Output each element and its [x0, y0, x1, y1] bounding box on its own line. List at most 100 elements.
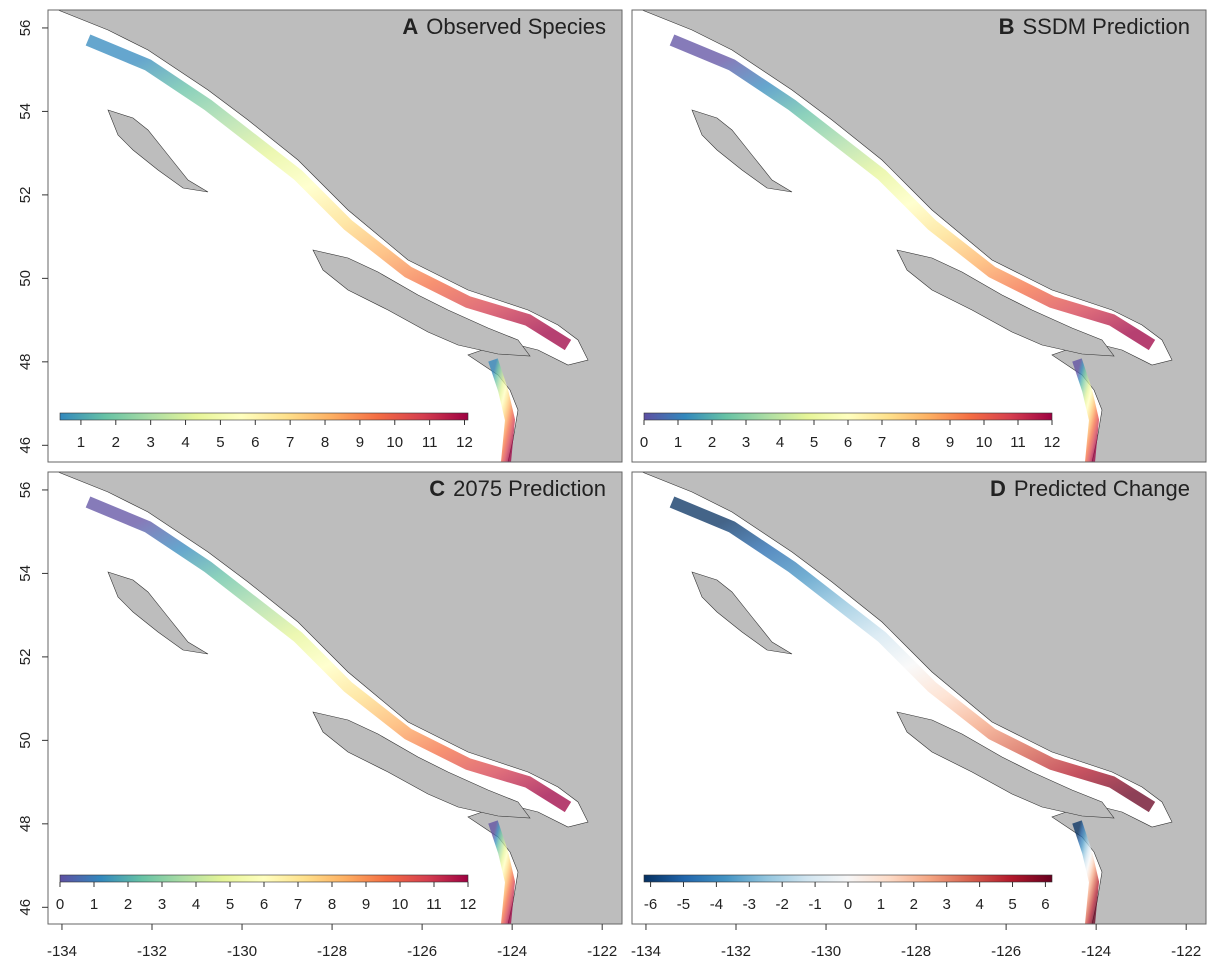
- colorbar-tick-label: 4: [181, 434, 189, 451]
- colorbar-tick-label: 6: [844, 434, 852, 451]
- colorbar-tick-label: 12: [460, 896, 477, 913]
- lon-tick-label: -124: [497, 943, 527, 960]
- lon-tick-label: -126: [407, 943, 437, 960]
- coastal-shading: [85, 34, 572, 351]
- coastal-shading: [669, 34, 1156, 351]
- panel-title: A Observed Species: [402, 14, 606, 39]
- panel-letter: C: [429, 476, 445, 501]
- map-panel: D Predicted Change -6 -5 -4 -3 -2 -1 0 1 2 3 4 5 6 -134…: [631, 471, 1207, 960]
- colorbar-tick-label: 3: [943, 896, 951, 913]
- coastal-shading: [85, 496, 572, 813]
- lon-tick-label: -132: [721, 943, 751, 960]
- lon-tick-label: -128: [317, 943, 347, 960]
- colorbar-tick-label: 9: [362, 896, 370, 913]
- lat-tick-label: 48: [17, 353, 34, 370]
- colorbar-tick-label: 11: [1010, 434, 1026, 451]
- panel-title-text: 2075 Prediction: [453, 476, 606, 501]
- lat-tick-label: 46: [17, 437, 34, 454]
- colorbar-tick-label: 9: [356, 434, 364, 451]
- colorbar-tick-label: 9: [946, 434, 954, 451]
- colorbar-tick-label: -3: [743, 896, 756, 913]
- lat-tick-label: 54: [17, 103, 34, 120]
- colorbar-tick-label: 7: [294, 896, 302, 913]
- panel-frame: [47, 9, 623, 463]
- colorbar: [59, 412, 469, 421]
- lon-tick-label: -134: [47, 943, 77, 960]
- lon-tick-label: -126: [991, 943, 1021, 960]
- colorbar-tick-label: 2: [910, 896, 918, 913]
- lon-tick-label: -130: [227, 943, 257, 960]
- colorbar: [643, 412, 1053, 421]
- colorbar-tick-label: 3: [158, 896, 166, 913]
- panel-title: C 2075 Prediction: [429, 476, 606, 501]
- coastline-map: [48, 10, 622, 462]
- panel-title-text: Predicted Change: [1014, 476, 1190, 501]
- lon-tick-label: -122: [1171, 943, 1201, 960]
- colorbar-tick-label: 1: [77, 434, 85, 451]
- coastal-shading: [488, 820, 516, 925]
- colorbar: [643, 874, 1053, 883]
- panel-frame: [631, 9, 1207, 463]
- lat-tick-label: 54: [17, 565, 34, 582]
- colorbar-tick-label: 2: [708, 434, 716, 451]
- colorbar-tick-label: 2: [124, 896, 132, 913]
- lat-tick-label: 50: [17, 270, 34, 287]
- colorbar-tick-label: 8: [321, 434, 329, 451]
- colorbar-tick-label: 1: [877, 896, 885, 913]
- colorbar-tick-label: 8: [328, 896, 336, 913]
- colorbar-tick-label: 0: [844, 896, 852, 913]
- panel-letter: D: [990, 476, 1006, 501]
- colorbar: [59, 874, 469, 883]
- panel-letter: A: [402, 14, 418, 39]
- colorbar-tick-label: 0: [56, 896, 64, 913]
- colorbar-tick-label: -4: [710, 896, 723, 913]
- colorbar-tick-label: 3: [146, 434, 154, 451]
- coastline-map: [632, 472, 1206, 924]
- colorbar-tick-label: 4: [975, 896, 983, 913]
- lat-tick-label: 56: [17, 482, 34, 499]
- colorbar-tick-label: 11: [426, 896, 442, 913]
- coastline-map: [632, 10, 1206, 462]
- panel-frame: [631, 471, 1207, 925]
- colorbar-tick-label: -5: [677, 896, 690, 913]
- colorbar-tick-label: 5: [226, 896, 234, 913]
- lon-tick-label: -124: [1081, 943, 1111, 960]
- colorbar-tick-label: 4: [776, 434, 784, 451]
- panel-letter: B: [999, 14, 1015, 39]
- lat-tick-label: 56: [17, 20, 34, 37]
- lat-tick-label: 48: [17, 815, 34, 832]
- colorbar-tick-label: 3: [742, 434, 750, 451]
- colorbar-tick-label: 1: [674, 434, 682, 451]
- lon-tick-label: -134: [631, 943, 661, 960]
- colorbar-tick-label: 10: [392, 896, 409, 913]
- colorbar-tick-label: 12: [1044, 434, 1061, 451]
- lat-tick-label: 52: [17, 187, 34, 204]
- coastal-shading: [488, 358, 516, 463]
- colorbar-tick-label: 5: [810, 434, 818, 451]
- colorbar-tick-label: 6: [251, 434, 259, 451]
- colorbar-tick-label: 6: [260, 896, 268, 913]
- colorbar-tick-label: 10: [976, 434, 993, 451]
- panel-title: B SSDM Prediction: [999, 14, 1190, 39]
- lon-tick-label: -130: [811, 943, 841, 960]
- coastal-shading: [1072, 820, 1100, 925]
- lon-tick-label: -122: [587, 943, 617, 960]
- panel-title: D Predicted Change: [990, 476, 1190, 501]
- colorbar-tick-label: 0: [640, 434, 648, 451]
- colorbar-tick-label: 4: [192, 896, 200, 913]
- lon-tick-label: -128: [901, 943, 931, 960]
- panel-title-text: Observed Species: [426, 14, 606, 39]
- lat-tick-label: 46: [17, 899, 34, 916]
- colorbar-tick-label: -1: [808, 896, 821, 913]
- colorbar-tick-label: 1: [90, 896, 98, 913]
- lat-tick-label: 52: [17, 649, 34, 666]
- coastal-shading: [1072, 358, 1100, 463]
- coastline-map: [48, 472, 622, 924]
- colorbar-tick-label: 6: [1041, 896, 1049, 913]
- colorbar-tick-label: -6: [644, 896, 657, 913]
